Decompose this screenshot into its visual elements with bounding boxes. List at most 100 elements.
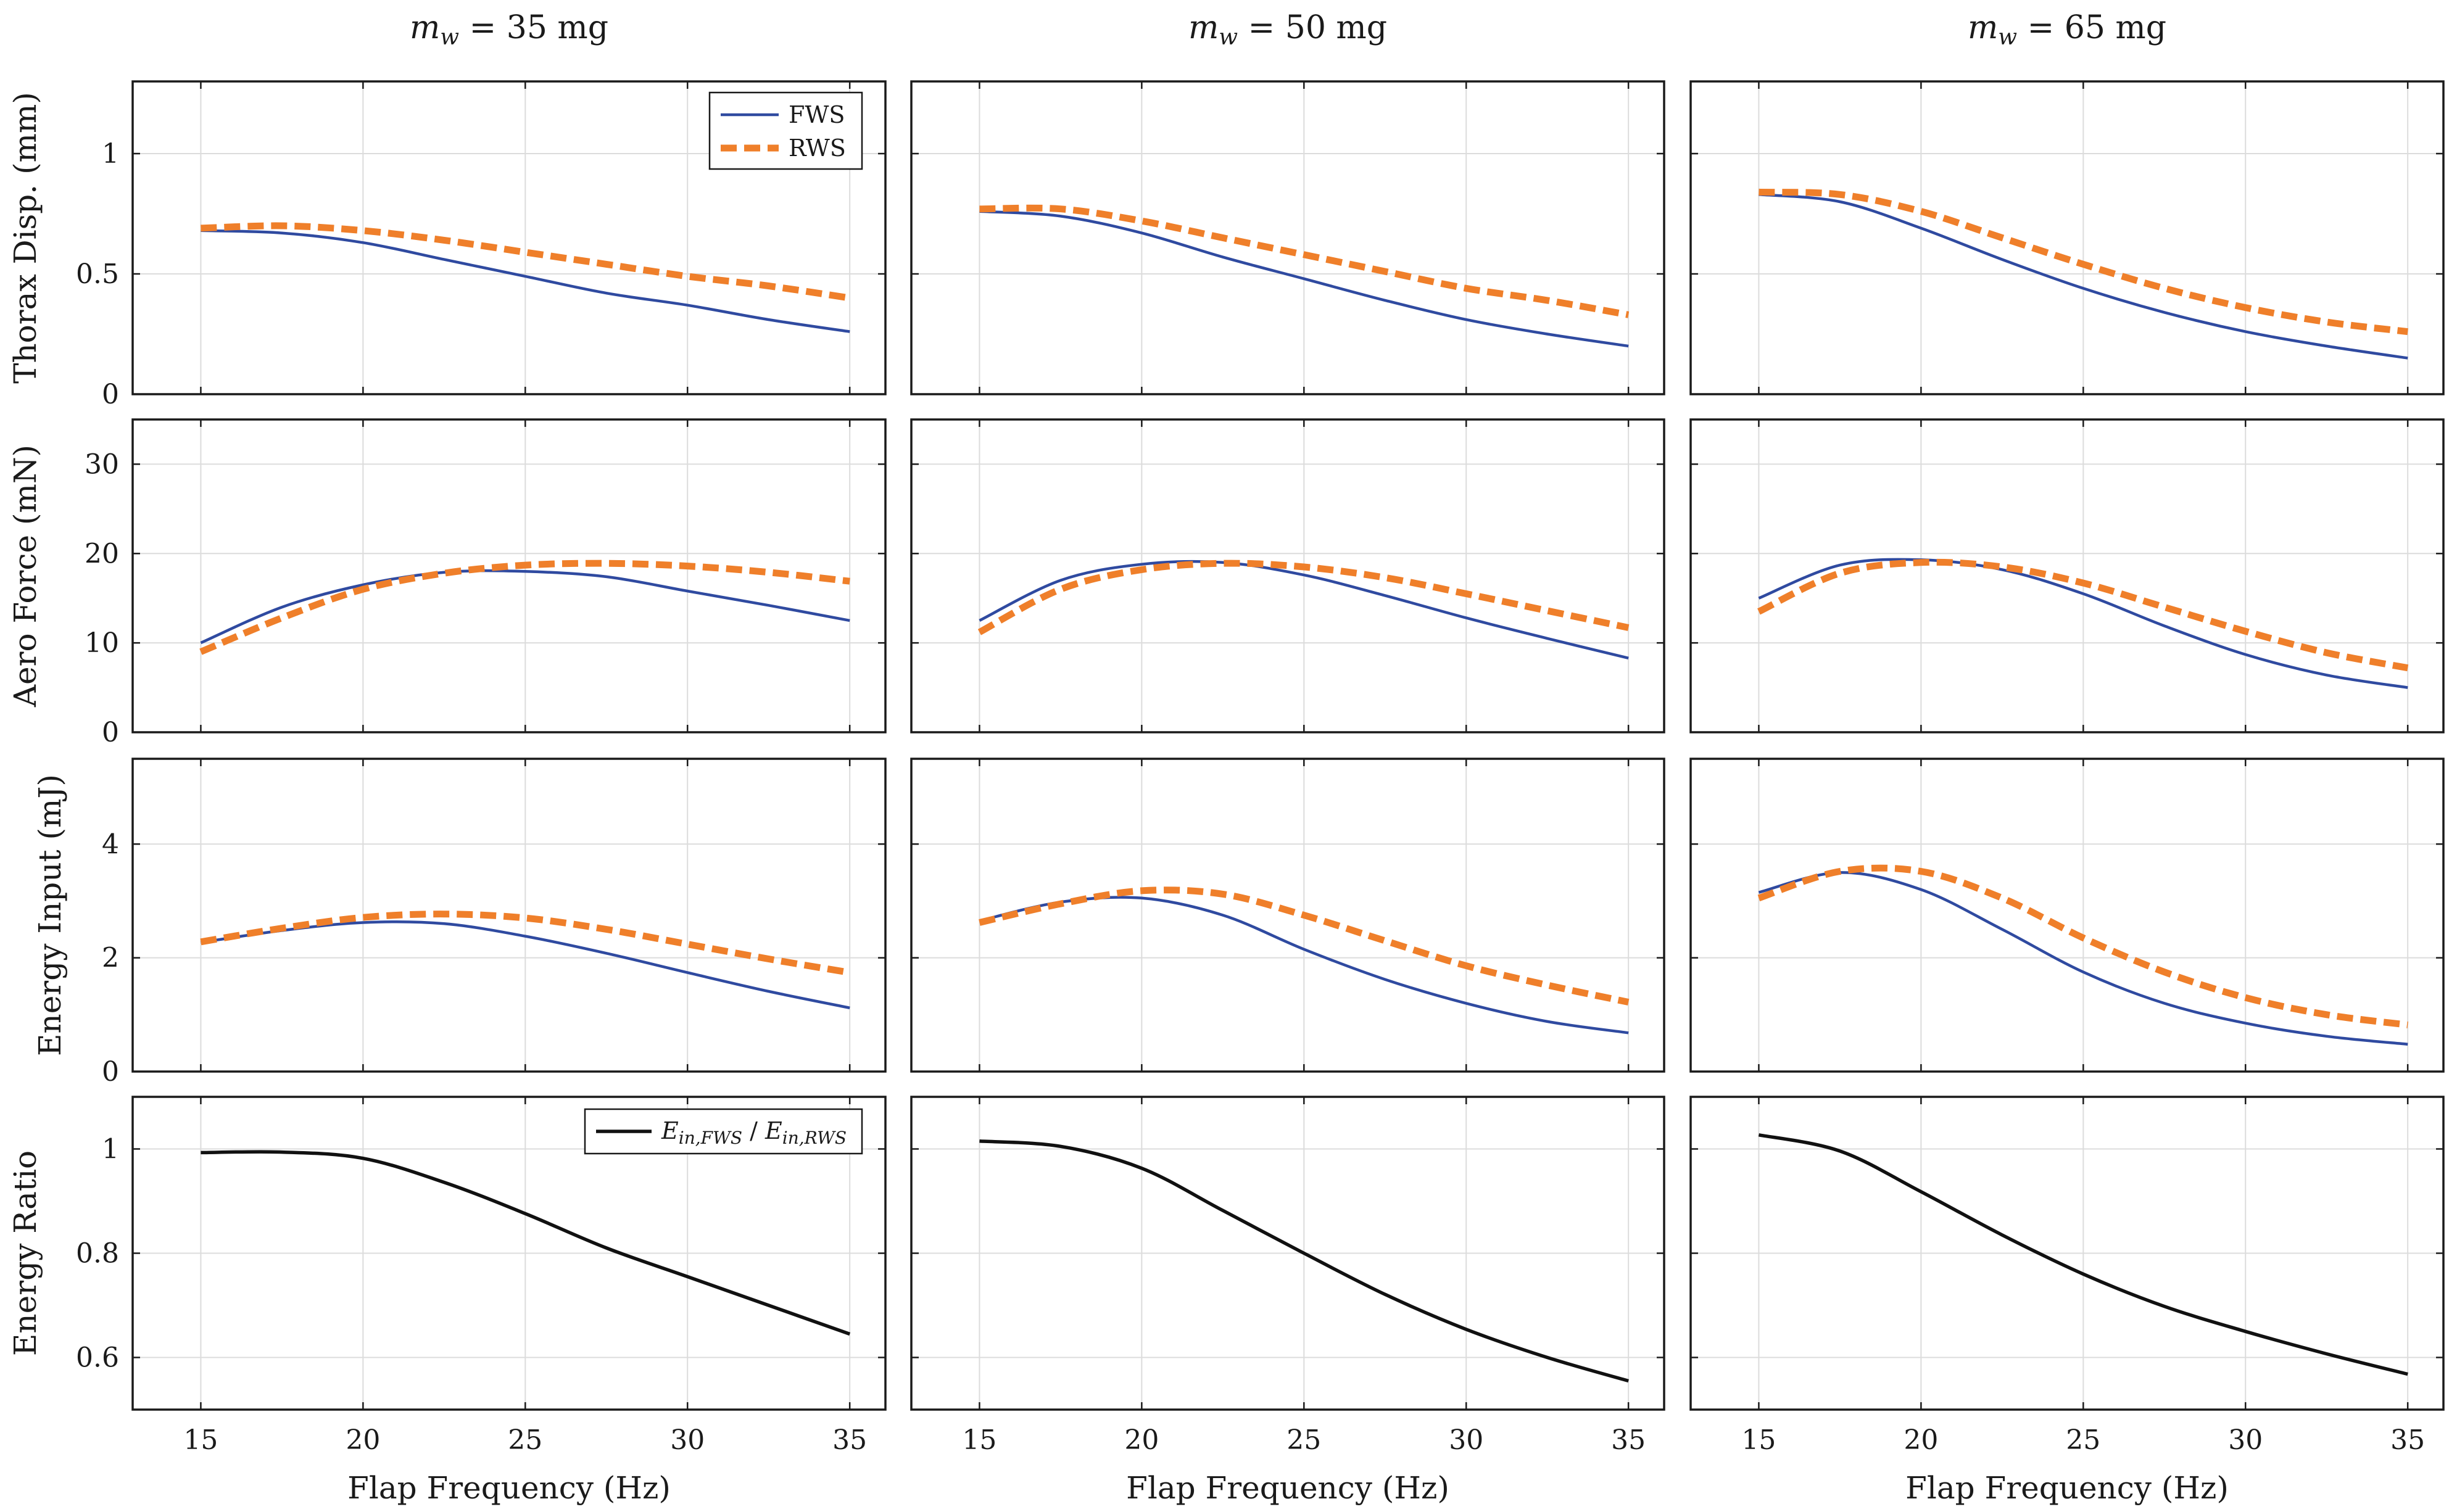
series-line-rws [979, 204, 1630, 318]
panel-frame [910, 1096, 1665, 1411]
column-title-sub: w [440, 25, 459, 50]
legend-sub: in,RWS [782, 1128, 847, 1148]
panel: 0 0.5 1 FWS RWS [76, 80, 887, 410]
y-tick-label: 10 [85, 627, 119, 659]
panel-frame [131, 1096, 887, 1411]
y-tick-label: 0.5 [76, 258, 119, 290]
panel [910, 758, 1665, 1073]
y-tick-label: 0.8 [76, 1238, 119, 1270]
series-line-fws [200, 569, 850, 645]
panel: 0 2 4 [102, 758, 887, 1088]
x-tick-label: 20 [1124, 1424, 1159, 1456]
panel: 0 10 20 30 [85, 418, 887, 748]
y-tick-label: 30 [85, 448, 119, 480]
y-axis-label: Thorax Disp. (mm) [7, 92, 43, 384]
x-tick-label: 25 [2066, 1424, 2100, 1456]
column-title-sub: w [1998, 25, 2017, 50]
x-axis-label: Flap Frequency (Hz) [347, 1470, 671, 1506]
panel-frame [131, 418, 887, 733]
panel [910, 418, 1665, 733]
legend-sub: in,FWS [679, 1128, 742, 1148]
column-title: mw = 35 mg [410, 9, 608, 50]
panel-frame [1689, 418, 2445, 733]
x-tick-label: 15 [183, 1424, 218, 1456]
legend-box [708, 91, 863, 170]
series-line-rws [1757, 864, 2408, 1028]
series-line-rws [1757, 558, 2409, 672]
series-line-energy-ratio [201, 1150, 851, 1336]
y-axis-label: Energy Input (mJ) [32, 774, 68, 1056]
panel-frame [131, 80, 887, 395]
series-line-rws [201, 222, 850, 302]
legend-var: E [661, 1117, 679, 1144]
panel [1689, 418, 2445, 733]
y-tick-label: 0 [102, 1056, 119, 1088]
panel [1689, 758, 2445, 1073]
y-tick-label: 2 [102, 943, 119, 974]
x-axis-label: Flap Frequency (Hz) [1905, 1470, 2229, 1506]
legend-label-ratio: Ein,FWS / Ein,RWS [661, 1117, 847, 1148]
y-tick-label: 4 [102, 828, 119, 860]
x-tick-label: 25 [508, 1424, 542, 1456]
y-tick-label: 0 [102, 717, 119, 748]
x-tick-label: 15 [1741, 1424, 1776, 1456]
series-line-rws [199, 560, 850, 655]
series-line-rws [977, 560, 1630, 635]
legend-label-fws: FWS [789, 101, 845, 128]
x-tick-label: 35 [2390, 1424, 2425, 1456]
series-line-rws [200, 911, 851, 977]
y-tick-label: 0 [102, 379, 119, 410]
column-title-rest: = 50 mg [1238, 9, 1387, 46]
y-axis-label: Energy Ratio [7, 1151, 43, 1356]
y-tick-label: 0.6 [76, 1342, 119, 1374]
series-line-fws [1759, 193, 2408, 360]
panel: 0.6 0.8 1 15 20 25 30 35 Flap Frequency (Hz) Ein,… [76, 1096, 887, 1506]
x-tick-label: 15 [962, 1424, 996, 1456]
series-line-energy-ratio [1758, 1133, 2408, 1376]
series-line-rws [1759, 188, 2408, 336]
x-tick-label: 30 [670, 1424, 705, 1456]
legend: FWS RWS [708, 91, 863, 170]
legend-label-rws: RWS [789, 134, 846, 162]
column-title-rest: = 35 mg [459, 9, 608, 46]
x-tick-label: 30 [2228, 1424, 2263, 1456]
panel-frame [910, 758, 1665, 1073]
series-line-fws [979, 210, 1629, 348]
series-line-energy-ratio [979, 1139, 1629, 1383]
legend: Ein,FWS / Ein,RWS [584, 1108, 863, 1155]
panel [1689, 80, 2445, 395]
panel-frame [1689, 1096, 2445, 1411]
y-tick-label: 1 [102, 138, 119, 170]
x-tick-label: 20 [1904, 1424, 1938, 1456]
y-tick-label: 1 [102, 1134, 119, 1165]
panel-frame [910, 418, 1665, 733]
column-title: mw = 65 mg [1968, 9, 2166, 50]
column-title: mw = 50 mg [1188, 9, 1387, 50]
x-tick-label: 35 [832, 1424, 867, 1456]
series-line-rws [979, 886, 1630, 1006]
y-tick-label: 20 [85, 538, 119, 569]
x-axis-label: Flap Frequency (Hz) [1126, 1470, 1449, 1506]
column-title-var: m [410, 9, 440, 46]
x-tick-label: 20 [346, 1424, 380, 1456]
panel-frame [1689, 758, 2445, 1073]
series-line-fws [1758, 871, 2408, 1046]
panel [910, 80, 1665, 395]
panel: 15 20 25 30 35 Flap Frequency (Hz) [910, 1096, 1665, 1506]
series-line-fws [1758, 558, 2408, 689]
x-tick-label: 30 [1449, 1424, 1483, 1456]
x-tick-label: 25 [1287, 1424, 1321, 1456]
panel-frame [910, 80, 1665, 395]
panel-frame [131, 758, 887, 1073]
legend-slash: / [742, 1117, 765, 1144]
column-title-rest: = 65 mg [2017, 9, 2166, 46]
column-title-var: m [1968, 9, 1998, 46]
y-axis-label: Aero Force (mN) [7, 445, 43, 708]
x-tick-label: 35 [1611, 1424, 1646, 1456]
panel-frame [1689, 80, 2445, 395]
column-title-var: m [1188, 9, 1219, 46]
series-line-fws [979, 560, 1629, 659]
column-title-sub: w [1219, 25, 1238, 50]
panel: 15 20 25 30 35 Flap Frequency (Hz) [1689, 1096, 2445, 1506]
